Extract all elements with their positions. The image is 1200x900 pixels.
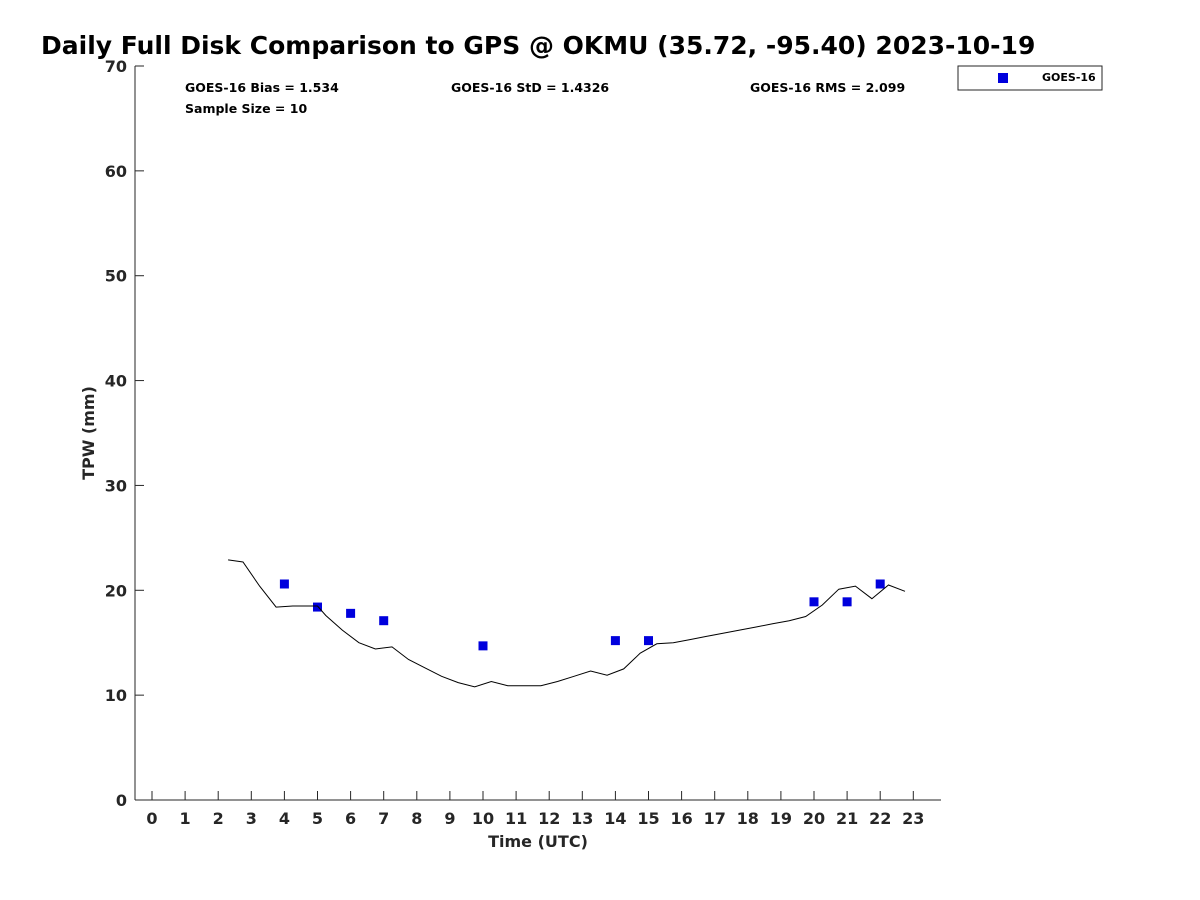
goes-16-point-4 <box>478 641 488 651</box>
y-tick-label-2: 20 <box>105 581 127 600</box>
x-tick-label-3: 3 <box>246 809 257 828</box>
x-tick-label-21: 21 <box>836 809 858 828</box>
x-tick-label-13: 13 <box>571 809 593 828</box>
bias-annotation: GOES-16 Bias = 1.534 <box>185 80 339 95</box>
y-tick-label-1: 10 <box>105 686 127 705</box>
x-ticks: 0 1 2 3 4 5 6 7 8 9 10 11 12 13 14 15 16 17 18 19 20 21 22 23 <box>146 791 924 828</box>
x-axis-label: Time (UTC) <box>488 832 588 851</box>
x-tick-label-6: 6 <box>345 809 356 828</box>
y-tick-label-0: 0 <box>116 791 127 810</box>
goes-16-point-0 <box>279 579 289 589</box>
goes-16-point-1 <box>313 602 322 612</box>
goes-16-point-7 <box>809 597 819 607</box>
x-tick-label-10: 10 <box>472 809 494 828</box>
legend-label-goes-16: GOES-16 <box>1042 71 1096 84</box>
goes-16-point-8 <box>842 597 852 607</box>
legend: GOES-16 <box>957 65 1103 91</box>
x-tick-label-12: 12 <box>538 809 560 828</box>
x-tick-label-22: 22 <box>869 809 891 828</box>
x-tick-label-2: 2 <box>213 809 224 828</box>
y-tick-label-5: 50 <box>105 267 127 286</box>
y-tick-label-7: 70 <box>105 57 127 76</box>
goes-16-point-6 <box>644 636 653 646</box>
x-tick-label-0: 0 <box>146 809 157 828</box>
y-ticks: 0 10 20 30 40 50 60 70 <box>105 57 144 810</box>
x-tick-label-5: 5 <box>312 809 323 828</box>
x-tick-label-23: 23 <box>902 809 924 828</box>
x-tick-label-16: 16 <box>670 809 692 828</box>
x-tick-label-11: 11 <box>505 809 527 828</box>
y-tick-label-6: 60 <box>105 162 127 181</box>
legend-marker-goes-16 <box>998 73 1008 83</box>
x-tick-label-17: 17 <box>704 809 726 828</box>
axes <box>134 66 941 801</box>
legend-box <box>957 65 1103 91</box>
goes-16-point-9 <box>875 579 885 589</box>
std-annotation: GOES-16 StD = 1.4326 <box>451 80 609 95</box>
plot-series <box>228 559 906 688</box>
sample-size-annotation: Sample Size = 10 <box>185 101 307 116</box>
x-tick-label-7: 7 <box>378 809 389 828</box>
y-tick-label-3: 30 <box>105 476 127 495</box>
goes-16-point-3 <box>379 616 389 626</box>
y-axis-label: TPW (mm) <box>79 386 98 480</box>
x-tick-label-1: 1 <box>180 809 191 828</box>
gps-line <box>228 559 906 688</box>
x-tick-label-15: 15 <box>637 809 659 828</box>
x-tick-label-8: 8 <box>411 809 422 828</box>
chart-title: Daily Full Disk Comparison to GPS @ OKMU… <box>41 31 1035 60</box>
x-tick-label-18: 18 <box>737 809 759 828</box>
x-tick-label-19: 19 <box>770 809 792 828</box>
stats-annotations: GOES-16 Bias = 1.534 GOES-16 StD = 1.432… <box>185 80 905 116</box>
goes-16-point-2 <box>346 608 356 618</box>
x-tick-label-9: 9 <box>444 809 455 828</box>
x-tick-label-20: 20 <box>803 809 825 828</box>
x-tick-label-4: 4 <box>279 809 290 828</box>
goes-16-point-5 <box>610 636 620 646</box>
y-tick-label-4: 40 <box>105 372 127 391</box>
x-tick-label-14: 14 <box>604 809 626 828</box>
rms-annotation: GOES-16 RMS = 2.099 <box>750 80 905 95</box>
